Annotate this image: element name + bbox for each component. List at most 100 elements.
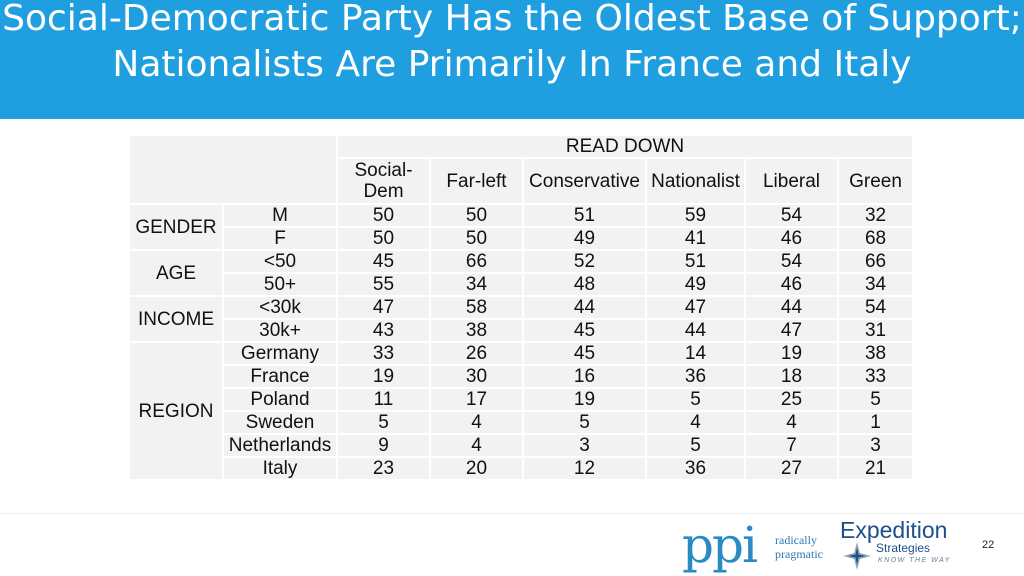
value-cell: 55 — [338, 274, 429, 295]
value-cell: 44 — [647, 320, 744, 341]
ppi-logo-mark: ppi — [682, 516, 758, 574]
value-cell: 58 — [431, 297, 522, 318]
table-row: Netherlands 9 4 3 5 7 3 — [130, 435, 913, 456]
table-row: Italy 23 20 12 36 27 21 — [130, 458, 913, 479]
value-cell: 50 — [338, 228, 429, 249]
value-cell: 4 — [647, 412, 744, 433]
value-cell: 49 — [524, 228, 645, 249]
value-cell: 46 — [746, 228, 837, 249]
value-cell: 31 — [839, 320, 913, 341]
value-cell: 27 — [746, 458, 837, 479]
value-cell: 16 — [524, 366, 645, 387]
table-row: France 19 30 16 36 18 33 — [130, 366, 913, 387]
value-cell: 50 — [431, 228, 522, 249]
value-cell: 44 — [746, 297, 837, 318]
value-cell: 19 — [338, 366, 429, 387]
value-cell: 34 — [839, 274, 913, 295]
row-label: Germany — [224, 343, 336, 364]
value-cell: 52 — [524, 251, 645, 272]
crosstab-table: READ DOWN Social- Dem Far-left Conservative… — [128, 134, 914, 481]
table-row: 30k+ 43 38 45 44 47 31 — [130, 320, 913, 341]
value-cell: 4 — [431, 412, 522, 433]
value-cell: 54 — [839, 297, 913, 318]
header-row-read-down: READ DOWN — [130, 136, 913, 203]
table-row: REGION Germany 33 26 45 14 19 38 — [130, 343, 913, 479]
value-cell: 5 — [338, 412, 429, 433]
table-row: Poland 11 17 19 5 25 5 — [130, 389, 913, 410]
value-cell: 41 — [647, 228, 744, 249]
expedition-strategies-logo: Expedition Strategies KNOW THE WAY — [838, 517, 968, 572]
value-cell: 19 — [524, 389, 645, 410]
value-cell: 33 — [839, 366, 913, 387]
column-header-far-left: Far-left — [431, 159, 522, 203]
value-cell: 45 — [338, 251, 429, 272]
ppi-tagline-line-1: radically — [775, 533, 817, 547]
value-cell: 50 — [338, 205, 429, 226]
group-label-age: AGE — [130, 251, 222, 295]
value-cell: 33 — [338, 343, 429, 364]
value-cell: 66 — [839, 251, 913, 272]
table-row: F 50 50 49 41 46 68 — [130, 228, 913, 249]
value-cell: 9 — [338, 435, 429, 456]
table-row: INCOME <30k 47 58 44 47 44 54 — [130, 297, 913, 341]
row-label: Poland — [224, 389, 336, 410]
value-cell: 34 — [431, 274, 522, 295]
row-label: Italy — [224, 458, 336, 479]
row-label: F — [224, 228, 336, 249]
value-cell: 5 — [647, 435, 744, 456]
ppi-logo: ppi radically pragmatic — [680, 512, 830, 572]
value-cell: 18 — [746, 366, 837, 387]
value-cell: 17 — [431, 389, 522, 410]
row-label: M — [224, 205, 336, 226]
value-cell: 19 — [746, 343, 837, 364]
column-header-nationalist: Nationalist — [647, 159, 744, 203]
column-header-row: Social- Dem Far-left Conservative Nationalis… — [130, 159, 913, 203]
table-row: Sweden 5 4 5 4 4 1 — [130, 412, 913, 433]
value-cell: 59 — [647, 205, 744, 226]
value-cell: 38 — [431, 320, 522, 341]
title-bar: Social-Democratic Party Has the Oldest B… — [0, 0, 1024, 119]
value-cell: 66 — [431, 251, 522, 272]
column-header-green: Green — [839, 159, 913, 203]
value-cell: 5 — [647, 389, 744, 410]
page-number: 22 — [982, 539, 995, 551]
value-cell: 68 — [839, 228, 913, 249]
value-cell: 43 — [338, 320, 429, 341]
value-cell: 51 — [524, 205, 645, 226]
column-header-liberal: Liberal — [746, 159, 837, 203]
value-cell: 54 — [746, 251, 837, 272]
expedition-sub: Strategies — [876, 541, 931, 555]
value-cell: 50 — [431, 205, 522, 226]
expedition-name: Expedition — [840, 517, 948, 543]
footer-divider — [0, 513, 1024, 514]
value-cell: 45 — [524, 343, 645, 364]
row-label: 50+ — [224, 274, 336, 295]
column-header-conservative: Conservative — [524, 159, 645, 203]
value-cell: 3 — [839, 435, 913, 456]
table-row: 50+ 55 34 48 49 46 34 — [130, 274, 913, 295]
value-cell: 38 — [839, 343, 913, 364]
group-label-region: REGION — [130, 343, 222, 479]
value-cell: 48 — [524, 274, 645, 295]
value-cell: 21 — [839, 458, 913, 479]
row-label: <30k — [224, 297, 336, 318]
row-label: Sweden — [224, 412, 336, 433]
compass-star-icon — [843, 542, 871, 570]
value-cell: 45 — [524, 320, 645, 341]
value-cell: 32 — [839, 205, 913, 226]
value-cell: 20 — [431, 458, 522, 479]
header-corner-cell — [130, 136, 336, 203]
ppi-tagline: radically pragmatic — [775, 533, 823, 561]
row-label: <50 — [224, 251, 336, 272]
value-cell: 14 — [647, 343, 744, 364]
value-cell: 47 — [647, 297, 744, 318]
expedition-motto: KNOW THE WAY — [878, 557, 951, 564]
value-cell: 4 — [746, 412, 837, 433]
row-label: Netherlands — [224, 435, 336, 456]
value-cell: 46 — [746, 274, 837, 295]
read-down-label: READ DOWN — [338, 136, 913, 157]
table-row: GENDER M 50 50 51 59 54 32 — [130, 205, 913, 249]
row-label: 30k+ — [224, 320, 336, 341]
table-row: AGE <50 45 66 52 51 54 66 — [130, 251, 913, 295]
value-cell: 30 — [431, 366, 522, 387]
